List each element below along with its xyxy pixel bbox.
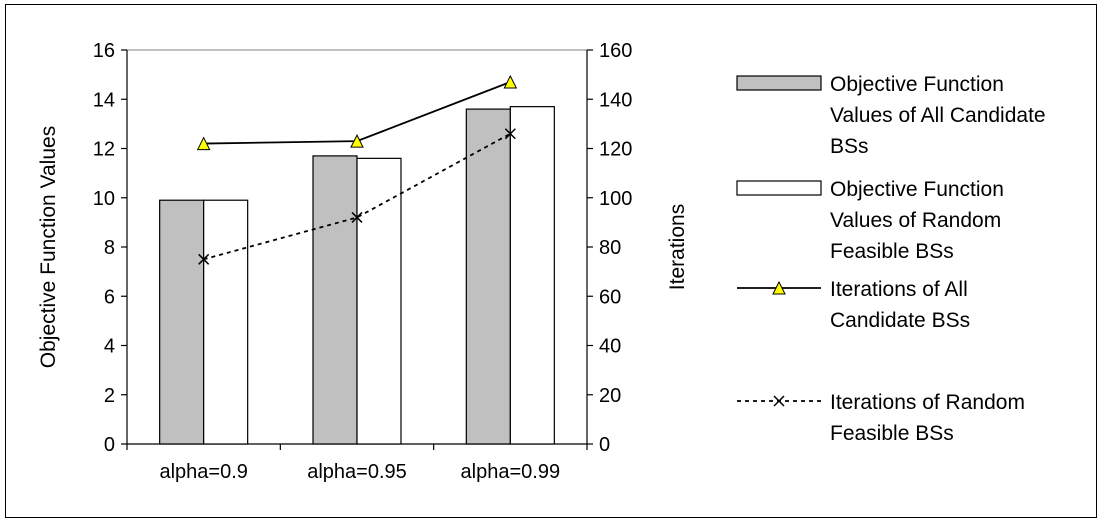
marker-triangle xyxy=(350,133,364,148)
legend-marker-triangle xyxy=(772,280,786,295)
x-tick-label: alpha=0.99 xyxy=(461,461,561,483)
marker-x xyxy=(198,253,210,265)
y-tick-label-right: 20 xyxy=(599,385,621,407)
y-tick-label-left: 16 xyxy=(93,40,115,62)
marker-x xyxy=(504,128,516,140)
y-axis-title-left: Objective Function Values xyxy=(37,126,60,368)
bar-all-candidate xyxy=(312,155,358,445)
legend-label: Objective Function xyxy=(830,178,1004,201)
y-tick-label-right: 160 xyxy=(599,40,632,62)
y-tick-label-left: 0 xyxy=(104,434,115,456)
bar-all-candidate xyxy=(159,199,205,445)
y-tick-label-left: 4 xyxy=(104,336,115,358)
y-tick-label-left: 10 xyxy=(93,188,115,210)
bar-random-feasible xyxy=(356,157,402,445)
legend-label: Values of All Candidate xyxy=(830,104,1046,127)
y-tick-label-left: 6 xyxy=(104,286,115,308)
y-axis-title-right: Iterations xyxy=(666,204,689,290)
legend-label: Feasible BSs xyxy=(830,422,954,445)
legend-label: Iterations of Random xyxy=(830,391,1025,414)
legend-swatch-random-feasible-bar xyxy=(736,180,822,196)
y-tick-label-left: 8 xyxy=(104,237,115,259)
y-tick-label-right: 140 xyxy=(599,89,632,111)
legend-label: Values of Random xyxy=(830,209,1001,232)
legend-label: Feasible BSs xyxy=(830,240,954,263)
marker-x xyxy=(351,211,363,223)
bar-random-feasible xyxy=(509,106,555,445)
bar-all-candidate xyxy=(465,108,511,445)
y-tick-label-right: 0 xyxy=(599,434,610,456)
legend-label: Iterations of All xyxy=(830,278,968,301)
x-tick-label: alpha=0.95 xyxy=(307,461,407,483)
y-tick-label-right: 80 xyxy=(599,237,621,259)
legend-marker-x xyxy=(773,395,785,407)
y-tick-label-right: 100 xyxy=(599,188,632,210)
marker-triangle xyxy=(196,136,211,151)
y-tick-label-right: 120 xyxy=(599,139,632,161)
line-iterations-random-feasible xyxy=(203,132,511,261)
marker-triangle xyxy=(503,74,518,89)
y-tick-label-right: 60 xyxy=(599,286,621,308)
legend-label: Candidate BSs xyxy=(830,309,970,332)
legend-label: Objective Function xyxy=(830,73,1004,96)
legend-swatch-all-candidate-bar xyxy=(736,75,822,91)
y-tick-label-left: 14 xyxy=(93,89,115,111)
y-tick-label-left: 12 xyxy=(93,139,115,161)
legend-label: BSs xyxy=(830,135,869,158)
y-tick-label-left: 2 xyxy=(104,385,115,407)
x-tick-label: alpha=0.9 xyxy=(159,461,247,483)
bar-random-feasible xyxy=(203,199,249,445)
y-tick-label-right: 40 xyxy=(599,336,621,358)
